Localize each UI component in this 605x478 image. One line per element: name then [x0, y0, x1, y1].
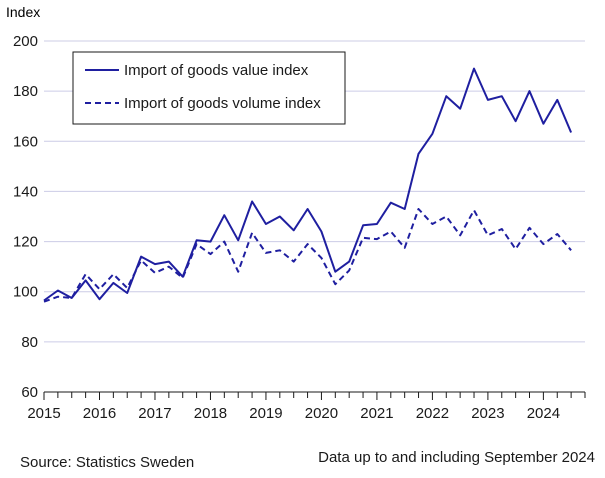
x-tick-label: 2020: [305, 405, 338, 422]
data-range-note: Data up to and including September 2024: [318, 449, 595, 466]
x-tick-label: 2022: [416, 405, 449, 422]
legend-box: [72, 51, 346, 125]
y-tick-label: 60: [21, 384, 38, 401]
x-tick-label: 2015: [27, 405, 60, 422]
x-tick-label: 2023: [471, 405, 504, 422]
x-tick-label: 2024: [527, 405, 560, 422]
y-tick-label: 180: [13, 83, 38, 100]
x-tick-label: 2016: [83, 405, 116, 422]
legend-label: Import of goods value index: [124, 62, 309, 79]
x-tick-label: 2019: [249, 405, 282, 422]
x-tick-label: 2017: [138, 405, 171, 422]
y-tick-label: 80: [21, 334, 38, 351]
source-note: Source: Statistics Sweden: [20, 454, 195, 471]
y-tick-label: 100: [13, 284, 38, 301]
y-tick-label: 160: [13, 133, 38, 150]
x-tick-label: 2021: [360, 405, 393, 422]
volume-index-line: [43, 208, 572, 303]
axes: 60 80 100 120 140 160 180 200 2015 2016 2017 2018 20…: [13, 33, 586, 422]
series-lines: [43, 67, 573, 303]
legend-label: Import of goods volume index: [124, 95, 321, 112]
y-tick-label: 120: [13, 234, 38, 251]
legend: Import of goods value index Import of goo…: [72, 51, 346, 125]
x-tick-label: 2018: [194, 405, 227, 422]
y-tick-label: 140: [13, 183, 38, 200]
y-axis-label: Index: [6, 4, 40, 20]
y-tick-label: 200: [13, 33, 38, 50]
